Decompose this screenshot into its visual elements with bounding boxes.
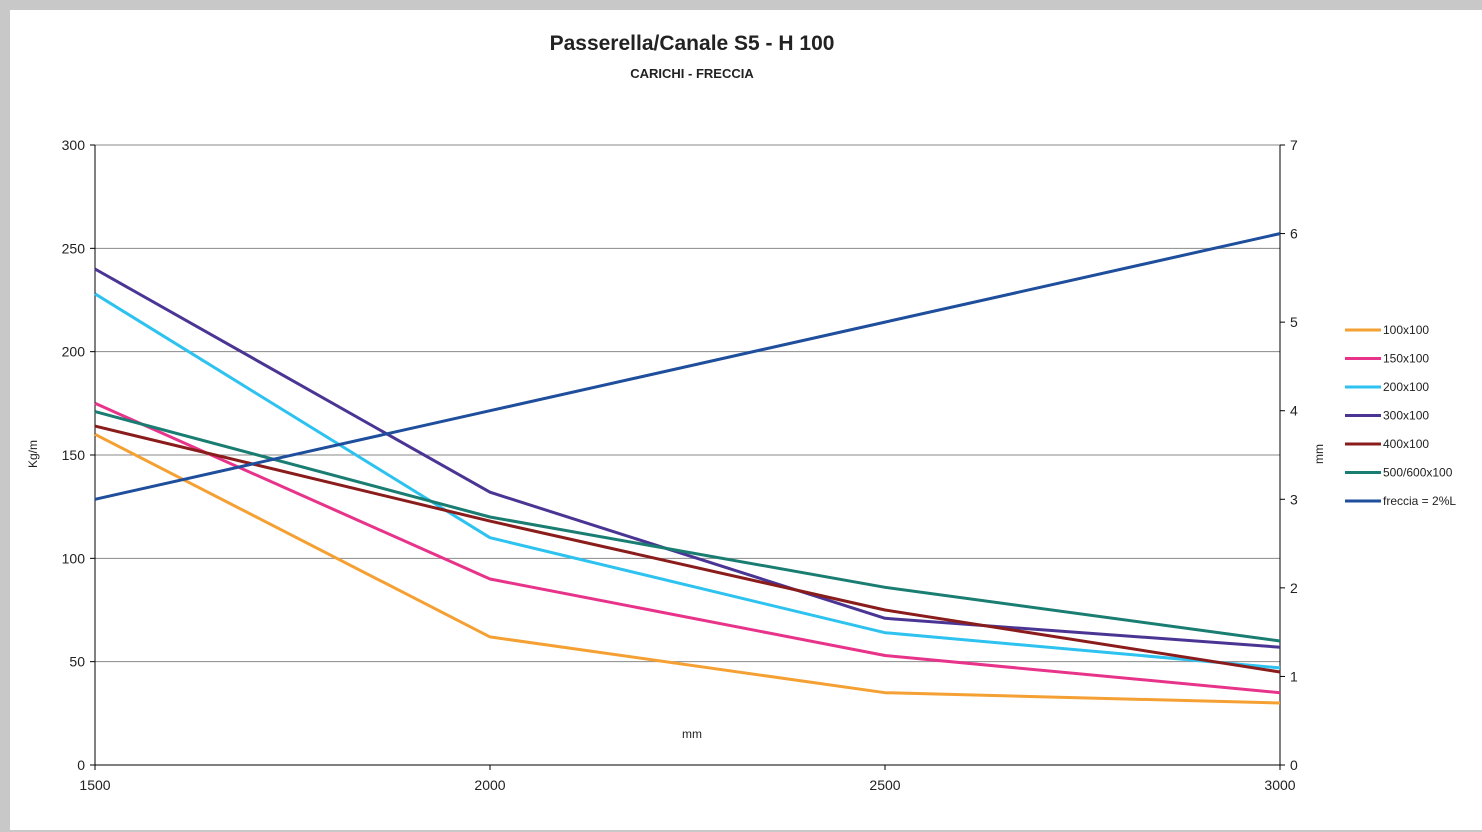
series-line-400x100 — [94, 424, 1281, 674]
y-axis-label: Kg/m — [26, 440, 40, 468]
series-line-freccia-2-l — [94, 232, 1281, 501]
legend-label: 100x100 — [1383, 323, 1429, 337]
y-tick-label: 150 — [62, 447, 86, 463]
x-tick-label: 2000 — [474, 777, 505, 793]
chart-frame: Passerella/Canale S5 - H 100 CARICHI - F… — [10, 10, 1482, 830]
y2-tick-label: 0 — [1290, 757, 1298, 773]
series-line-500-600x100 — [94, 410, 1281, 643]
series-line-100x100 — [94, 432, 1281, 705]
legend-label: 300x100 — [1383, 409, 1429, 423]
series-line-150x100 — [94, 401, 1281, 695]
x-axis-label: mm — [682, 727, 702, 741]
y2-tick-label: 1 — [1290, 668, 1298, 684]
x-tick-label: 2500 — [869, 777, 900, 793]
y2-tick-label: 3 — [1290, 491, 1298, 507]
y2-tick-label: 2 — [1290, 580, 1298, 596]
y2-axis-label: mm — [1312, 444, 1326, 464]
series-line-300x100 — [94, 267, 1281, 649]
y2-tick-label: 4 — [1290, 403, 1298, 419]
x-tick-label: 1500 — [79, 777, 110, 793]
y2-tick-label: 7 — [1290, 137, 1298, 153]
y-tick-label: 100 — [62, 550, 86, 566]
chart-canvas: Passerella/Canale S5 - H 100 CARICHI - F… — [26, 32, 1456, 793]
legend: 100x100 150x100 200x100 300x100 400x100 500/6… — [1345, 323, 1456, 508]
y-tick-label: 200 — [62, 344, 86, 360]
chart-subtitle: CARICHI - FRECCIA — [630, 66, 754, 81]
series-lines — [94, 232, 1281, 705]
y-tick-label: 0 — [77, 757, 85, 773]
chart-title: Passerella/Canale S5 - H 100 — [550, 32, 835, 55]
legend-label: 150x100 — [1383, 352, 1429, 366]
legend-label: freccia = 2%L — [1383, 494, 1456, 508]
legend-label: 400x100 — [1383, 437, 1429, 451]
y-tick-label: 50 — [69, 654, 85, 670]
x-tick-label: 3000 — [1264, 777, 1295, 793]
y2-tick-label: 5 — [1290, 314, 1298, 330]
legend-label: 200x100 — [1383, 380, 1429, 394]
y-tick-label: 300 — [62, 137, 86, 153]
y-tick-label: 250 — [62, 240, 86, 256]
legend-label: 500/600x100 — [1383, 466, 1453, 480]
series-line-200x100 — [94, 292, 1281, 670]
y2-tick-label: 6 — [1290, 226, 1298, 242]
